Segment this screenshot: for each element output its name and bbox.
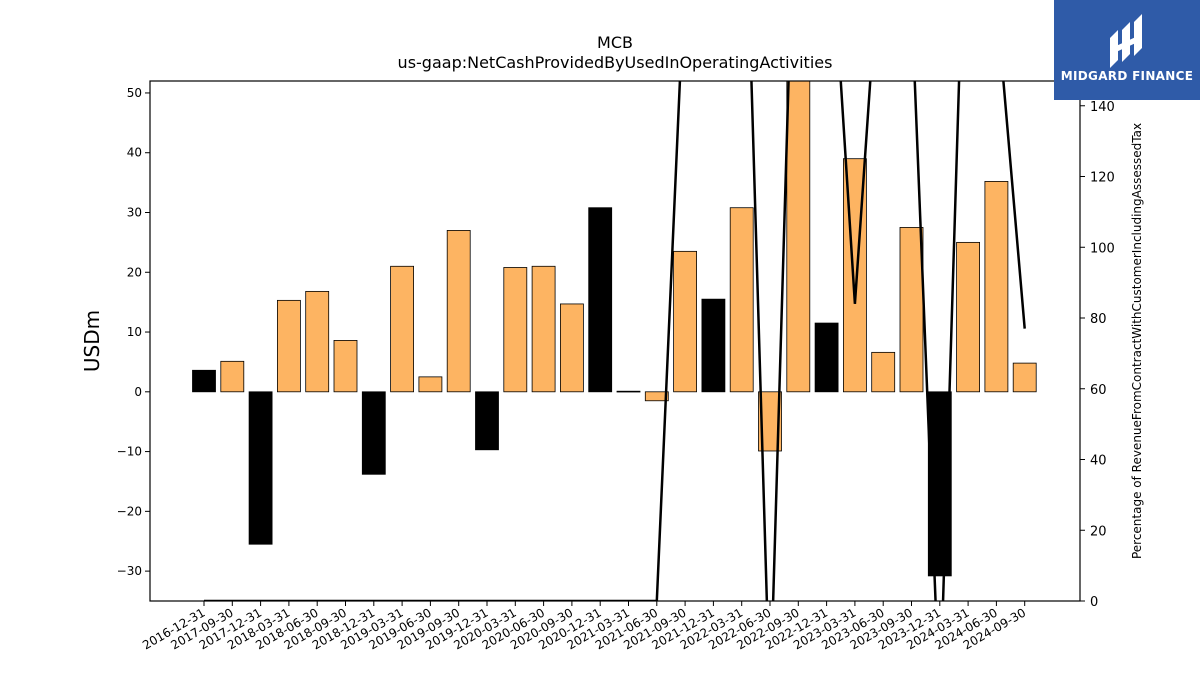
logo-text: MIDGARD FINANCE — [1060, 69, 1194, 83]
bar-2018-12-31 — [361, 391, 386, 475]
y2-tick-label: 80 — [1090, 312, 1107, 327]
x-axis: 2016-12-312017-09-302017-12-312018-03-31… — [140, 601, 1028, 652]
bar-2017-12-31 — [248, 391, 273, 545]
bar-2019-03-31 — [390, 265, 415, 393]
bar-2018-03-31 — [276, 299, 301, 393]
y-tick-label: 40 — [127, 146, 142, 160]
plot-frame — [149, 80, 1081, 602]
bar-2022-06-30 — [758, 391, 782, 452]
bar-2016-12-31 — [192, 369, 216, 393]
bar-2021-09-30 — [673, 250, 697, 393]
y-axis-label: USDm — [80, 310, 104, 372]
bar-2018-09-30 — [333, 340, 358, 393]
bar-2017-09-30 — [220, 360, 245, 393]
bar-2020-03-31 — [503, 267, 528, 393]
y2-tick-label: 100 — [1090, 241, 1115, 256]
bar-2021-12-31 — [701, 298, 726, 393]
bar-2022-03-31 — [729, 207, 754, 393]
y2-axis: 0 20 40 60 80 100 120 140 — [1080, 100, 1115, 610]
logo-mark-icon — [1110, 14, 1142, 68]
y2-tick-label: 0 — [1090, 595, 1098, 610]
y2-tick-label: 120 — [1090, 171, 1115, 186]
bar-2023-09-30 — [899, 227, 924, 393]
y-tick-label: 10 — [127, 325, 142, 339]
bar-2019-12-31 — [475, 391, 499, 451]
bar-2021-03-31 — [616, 390, 641, 393]
y-tick-label: −10 — [117, 445, 142, 459]
bar-2021-06-30 — [644, 391, 669, 402]
y2-axis-label: Percentage of RevenueFromContractWithCus… — [1130, 123, 1144, 559]
bar-2020-09-30 — [560, 303, 584, 393]
midgard-finance-logo: MIDGARD FINANCE — [1054, 0, 1200, 100]
bar-2024-06-30 — [984, 181, 1009, 393]
bar-2023-06-30 — [871, 351, 896, 393]
bar-2019-06-30 — [418, 376, 443, 393]
y-tick-label: 30 — [127, 205, 142, 219]
bar-2020-06-30 — [531, 265, 556, 393]
bar-2024-03-31 — [956, 241, 980, 393]
y-tick-label: −20 — [117, 504, 142, 518]
y-axis: −30 −20 −10 0 10 20 30 40 50 — [117, 86, 150, 578]
y2-tick-label: 40 — [1090, 454, 1107, 469]
y-tick-label: 0 — [134, 385, 142, 399]
bar-2019-09-30 — [446, 230, 471, 393]
y-tick-label: 20 — [127, 265, 142, 279]
y2-tick-label: 60 — [1090, 383, 1107, 398]
bar-series — [192, 81, 1037, 577]
bar-2018-06-30 — [305, 290, 330, 393]
chart-title: MCB — [597, 33, 633, 52]
y-tick-label: 50 — [127, 86, 142, 100]
chart-subtitle: us-gaap:NetCashProvidedByUsedInOperating… — [398, 53, 833, 72]
bar-2020-12-31 — [588, 207, 613, 393]
bar-2024-09-30 — [1012, 362, 1037, 393]
bar-2022-09-30 — [786, 81, 811, 393]
y2-tick-label: 20 — [1090, 524, 1107, 539]
bar-2022-12-31 — [814, 322, 839, 393]
y2-tick-label: 140 — [1090, 100, 1115, 115]
y-tick-label: −30 — [117, 564, 142, 578]
